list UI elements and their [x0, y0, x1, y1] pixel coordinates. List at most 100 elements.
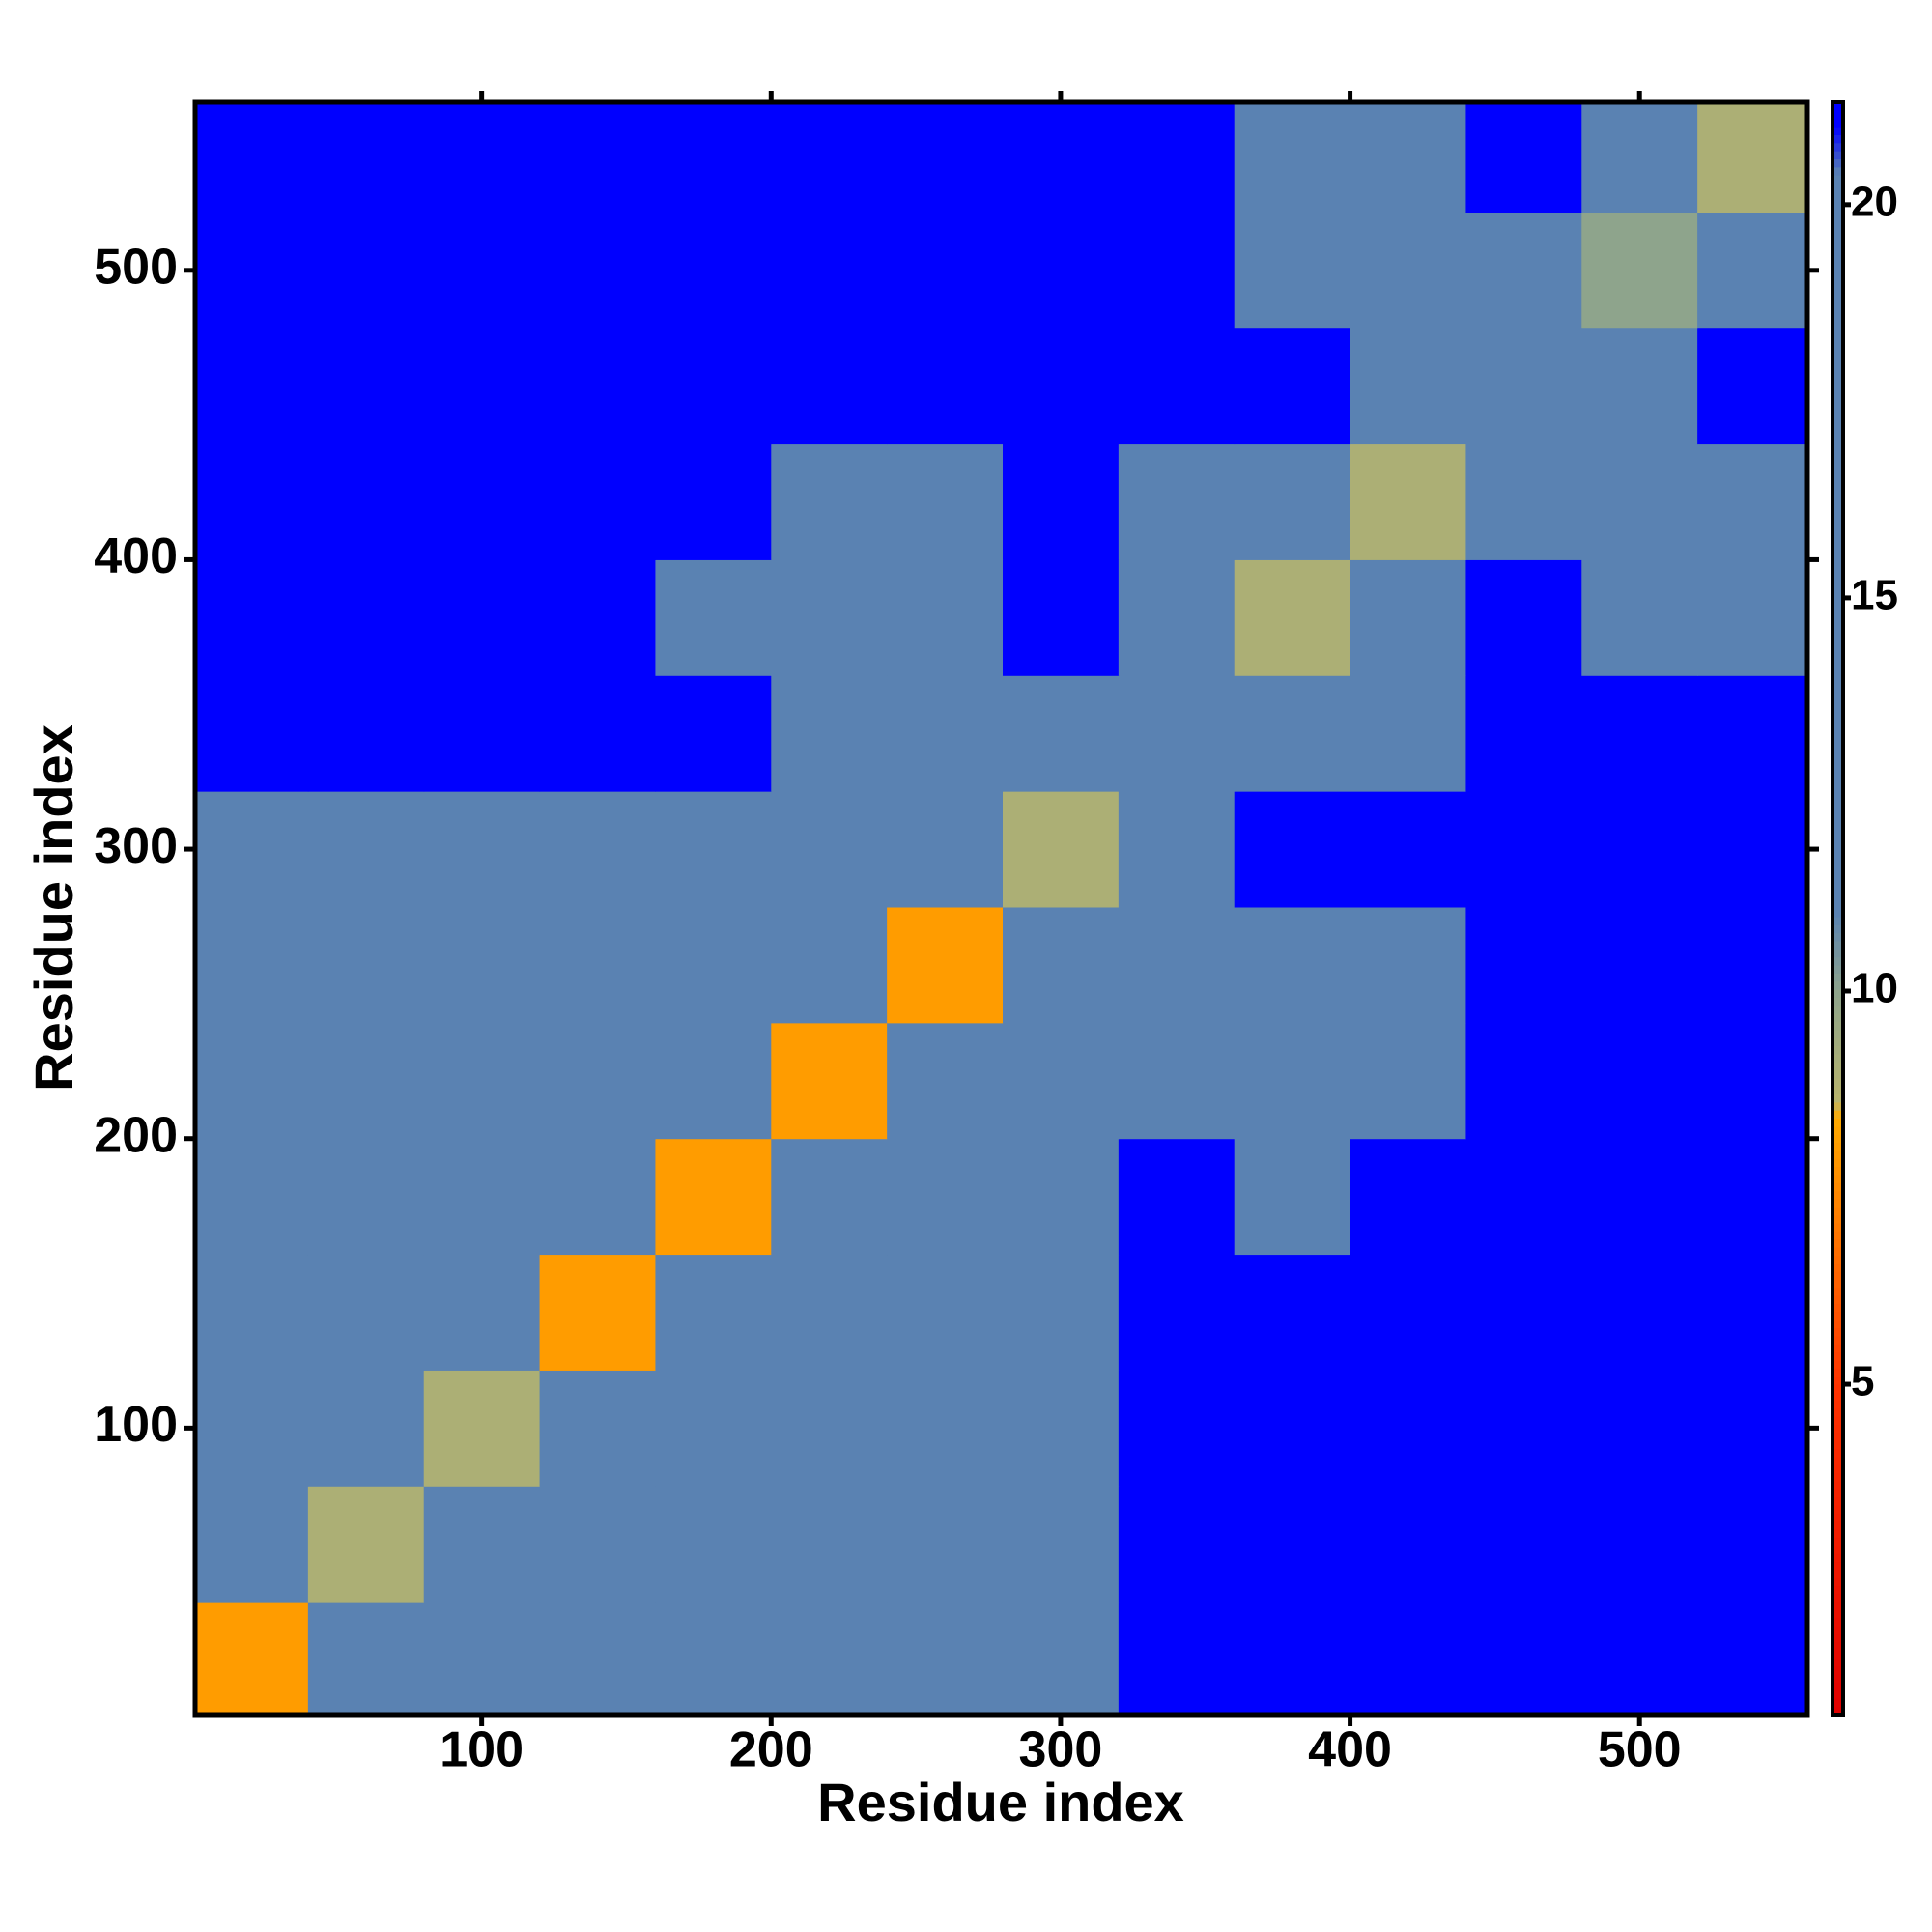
heatmap-cell	[887, 443, 1004, 560]
colorbar-segment	[1833, 1383, 1843, 1393]
heatmap-cell	[655, 102, 772, 213]
heatmap-cell	[1234, 1138, 1351, 1256]
colorbar-segment	[1833, 1416, 1843, 1426]
colorbar-segment	[1833, 594, 1843, 603]
colorbar-segment	[1833, 554, 1843, 563]
heatmap-cell	[771, 102, 888, 213]
colorbar-segment	[1833, 327, 1843, 337]
heatmap-cell	[1350, 1254, 1466, 1371]
heatmap-cell	[655, 559, 772, 676]
heatmap-cell	[1234, 1486, 1351, 1603]
colorbar-segment	[1833, 1641, 1843, 1651]
colorbar-segment	[1833, 1513, 1843, 1522]
colorbar-segment	[1833, 1674, 1843, 1684]
heatmap-cell	[539, 1254, 656, 1371]
colorbar-segment	[1833, 1077, 1843, 1087]
colorbar-segment	[1833, 932, 1843, 942]
heatmap-cell	[1002, 1254, 1120, 1371]
heatmap-cell	[423, 327, 541, 445]
heatmap-cell	[1465, 1138, 1582, 1256]
colorbar-segment	[1833, 311, 1843, 321]
heatmap-cell	[1350, 212, 1466, 329]
colorbar-segment	[1833, 754, 1843, 764]
colorbar-segment	[1833, 255, 1843, 265]
heatmap-cell	[423, 443, 541, 560]
colorbar-segment	[1833, 392, 1843, 402]
heatmap-cell	[1465, 1602, 1582, 1715]
heatmap-cell	[539, 1022, 656, 1140]
heatmap-cell	[771, 443, 888, 560]
colorbar-segment	[1833, 682, 1843, 692]
colorbar-segment	[1833, 1029, 1843, 1038]
colorbar-segment	[1833, 513, 1843, 523]
x-tick-label: 200	[729, 1722, 813, 1778]
colorbar-segment	[1833, 521, 1843, 530]
colorbar-segment	[1833, 1489, 1843, 1498]
heatmap-cell	[1002, 1022, 1120, 1140]
heatmap-cell	[1465, 327, 1582, 445]
heatmap-cell	[307, 675, 425, 792]
colorbar-segment	[1833, 1392, 1843, 1402]
colorbar-segment	[1833, 940, 1843, 950]
heatmap-cell	[887, 907, 1004, 1024]
heatmap-cell	[307, 559, 425, 676]
heatmap-cell	[539, 102, 656, 213]
heatmap-cell	[539, 675, 656, 792]
heatmap-cell	[1002, 443, 1120, 560]
colorbar-segment	[1833, 263, 1843, 272]
colorbar-segment	[1833, 570, 1843, 579]
heatmap-cell	[1002, 212, 1120, 329]
colorbar-segment	[1833, 771, 1843, 781]
colorbar-segment	[1833, 1650, 1843, 1660]
colorbar-segment	[1833, 723, 1843, 732]
heatmap-cell	[1118, 1486, 1236, 1603]
heatmap-cell	[195, 907, 309, 1024]
heatmap-cell	[1118, 1022, 1236, 1140]
heatmap-cell	[195, 1254, 309, 1371]
heatmap-cell	[887, 1370, 1004, 1487]
y-tick-label: 500	[94, 240, 178, 296]
colorbar-tick-label: 20	[1851, 178, 1898, 225]
colorbar-tick-label: 15	[1851, 572, 1898, 619]
heatmap-cell	[1350, 327, 1466, 445]
heatmap-cell	[1234, 791, 1351, 908]
colorbar-segment	[1833, 1359, 1843, 1369]
heatmap-cell	[423, 1602, 541, 1715]
colorbar-segment	[1833, 303, 1843, 313]
heatmap-cell	[1118, 212, 1236, 329]
heatmap-cell	[1350, 907, 1466, 1024]
heatmap-cell	[1118, 1254, 1236, 1371]
colorbar-segment	[1833, 1480, 1843, 1490]
heatmap-cell	[307, 1138, 425, 1256]
colorbar-segment	[1833, 819, 1843, 829]
heatmap-cell	[1465, 791, 1582, 908]
colorbar-segment	[1833, 626, 1843, 636]
heatmap-cell	[1581, 327, 1698, 445]
colorbar-segment	[1833, 1207, 1843, 1216]
heatmap-cell	[655, 327, 772, 445]
colorbar-segment	[1833, 1134, 1843, 1144]
heatmap-cell	[195, 791, 309, 908]
heatmap-cell	[1697, 102, 1807, 213]
heatmap-cell	[887, 1022, 1004, 1140]
colorbar-segment	[1833, 1110, 1843, 1120]
heatmap-cell	[1697, 212, 1807, 329]
colorbar-segment	[1833, 1529, 1843, 1539]
heatmap-cell	[1002, 327, 1120, 445]
colorbar-segment	[1833, 956, 1843, 966]
colorbar-segment	[1833, 1053, 1843, 1063]
heatmap-cell	[307, 327, 425, 445]
colorbar-segment	[1833, 997, 1843, 1007]
y-tick-label: 100	[94, 1397, 178, 1453]
colorbar-segment	[1833, 1335, 1843, 1345]
colorbar-segment	[1833, 730, 1843, 740]
heatmap-cell	[1465, 443, 1582, 560]
heatmap-cell	[655, 443, 772, 560]
heatmap-cell	[1465, 675, 1582, 792]
colorbar-segment	[1833, 231, 1843, 241]
x-axis-title: Residue index	[817, 1772, 1184, 1833]
colorbar-segment	[1833, 433, 1843, 442]
colorbar-segment	[1833, 811, 1843, 821]
colorbar-segment	[1833, 537, 1843, 547]
heatmap-cell	[307, 1022, 425, 1140]
